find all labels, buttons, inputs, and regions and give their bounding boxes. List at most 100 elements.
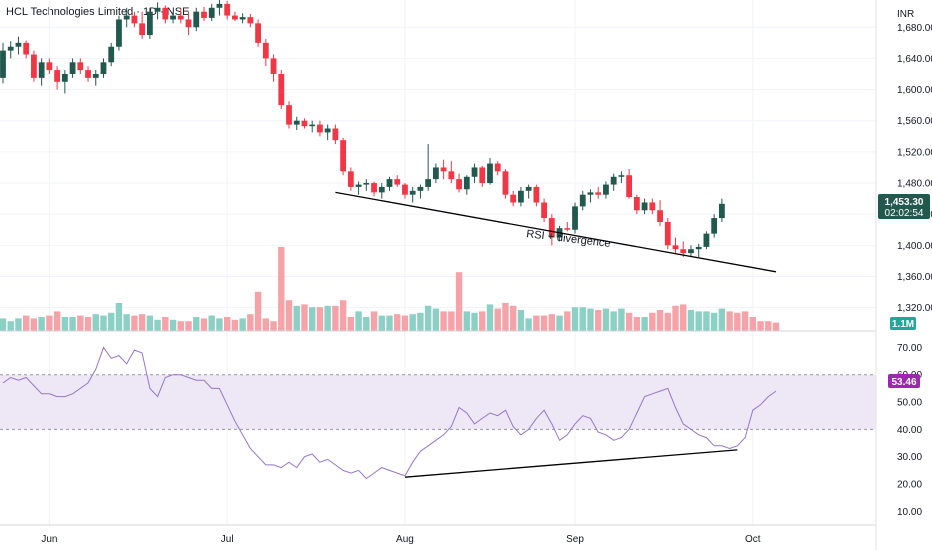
candle-body bbox=[471, 167, 478, 177]
volume-bar bbox=[680, 304, 687, 331]
candle-body bbox=[208, 7, 215, 18]
volume-bar bbox=[409, 314, 416, 331]
price-tick-label: 1,360.00 bbox=[897, 272, 932, 283]
candle bbox=[579, 190, 586, 211]
candle bbox=[309, 120, 316, 133]
volume-bar bbox=[417, 312, 424, 331]
candle-body bbox=[502, 171, 509, 195]
candle bbox=[641, 198, 648, 215]
volume-bar bbox=[7, 321, 14, 331]
volume-bar bbox=[494, 308, 501, 331]
candle bbox=[301, 118, 308, 129]
time-tick-label: Oct bbox=[745, 534, 761, 545]
candle bbox=[371, 181, 377, 197]
volume-bar bbox=[293, 305, 300, 331]
candle-body bbox=[371, 183, 377, 193]
time-axis[interactable]: Jun Jul Aug Sep Oct bbox=[41, 534, 760, 545]
candle bbox=[695, 243, 702, 258]
candle bbox=[100, 58, 107, 78]
volume-bar bbox=[540, 315, 548, 331]
candle-body bbox=[394, 179, 401, 185]
volume-bar bbox=[394, 314, 401, 331]
candle bbox=[355, 181, 362, 195]
candle bbox=[533, 184, 540, 207]
candle bbox=[324, 124, 331, 141]
candle-body bbox=[548, 218, 555, 238]
volume-bar bbox=[448, 311, 455, 331]
rsi-band bbox=[0, 374, 876, 430]
candle-body bbox=[579, 194, 586, 207]
candle bbox=[525, 184, 532, 199]
candle-body bbox=[633, 197, 640, 211]
candle-body bbox=[224, 3, 231, 16]
candle-body bbox=[116, 19, 122, 47]
price-axis[interactable]: 1,320.001,360.001,400.001,440.001,480.00… bbox=[897, 23, 932, 314]
volume-bar bbox=[53, 311, 61, 331]
candle-body bbox=[262, 42, 269, 59]
volume-bar bbox=[741, 311, 749, 331]
volume-bar bbox=[216, 318, 223, 331]
candle-body bbox=[363, 183, 370, 185]
candle bbox=[92, 70, 99, 86]
volume-bar bbox=[316, 307, 324, 331]
time-tick-label: Jun bbox=[41, 534, 57, 545]
divergence-annotation: RSI + divergence bbox=[526, 228, 612, 250]
candle-body bbox=[456, 179, 462, 190]
candle bbox=[170, 11, 176, 24]
candle-body bbox=[301, 120, 308, 127]
candle-body bbox=[162, 7, 169, 20]
candle bbox=[193, 7, 200, 32]
candle bbox=[139, 11, 146, 39]
price-trendline[interactable] bbox=[335, 191, 777, 273]
volume-bar bbox=[710, 312, 718, 331]
candle-body bbox=[23, 42, 30, 55]
candle bbox=[23, 40, 30, 59]
candle bbox=[46, 58, 53, 74]
candle bbox=[262, 38, 269, 67]
volume-bar bbox=[486, 304, 494, 331]
candle bbox=[7, 41, 14, 59]
candle-body bbox=[564, 228, 571, 230]
volume-bar bbox=[223, 317, 231, 331]
volume-bar bbox=[285, 300, 293, 331]
candle-body bbox=[672, 245, 679, 250]
chart-title: HCL Technologies Limited · 1D · NSE bbox=[6, 6, 190, 18]
volume-bar bbox=[138, 314, 146, 331]
volume-bar bbox=[649, 312, 656, 331]
candle-body bbox=[239, 17, 246, 20]
volume-bar bbox=[424, 305, 432, 331]
candle bbox=[347, 167, 354, 191]
candle-body bbox=[85, 70, 91, 78]
candle-body bbox=[425, 179, 432, 187]
volume-bar bbox=[61, 317, 69, 331]
candle-body bbox=[448, 171, 455, 180]
candle bbox=[703, 231, 710, 250]
volume-bar bbox=[602, 308, 610, 331]
candle bbox=[286, 101, 292, 129]
candle-body bbox=[541, 202, 547, 219]
candle bbox=[711, 214, 718, 238]
candle bbox=[208, 3, 215, 22]
volume-bar bbox=[687, 310, 695, 331]
candle bbox=[185, 11, 192, 36]
volume-bar bbox=[378, 315, 385, 331]
volume-bar bbox=[656, 310, 664, 331]
price-tick-label: 1,320.00 bbox=[897, 303, 932, 314]
candle-body bbox=[139, 23, 146, 36]
candle bbox=[502, 169, 509, 199]
candle bbox=[255, 19, 261, 47]
volume-bar bbox=[208, 315, 215, 331]
volume-bar bbox=[0, 318, 7, 331]
rsi-trendline[interactable] bbox=[404, 449, 738, 478]
candle-body bbox=[193, 11, 200, 28]
volume-bar bbox=[278, 247, 285, 331]
candle bbox=[626, 169, 633, 199]
volume-bar bbox=[401, 315, 409, 331]
volume-bar bbox=[718, 308, 726, 331]
volume-bar bbox=[595, 310, 602, 331]
candle-body bbox=[201, 11, 207, 18]
candle bbox=[247, 14, 254, 28]
volume-bar bbox=[15, 318, 22, 331]
